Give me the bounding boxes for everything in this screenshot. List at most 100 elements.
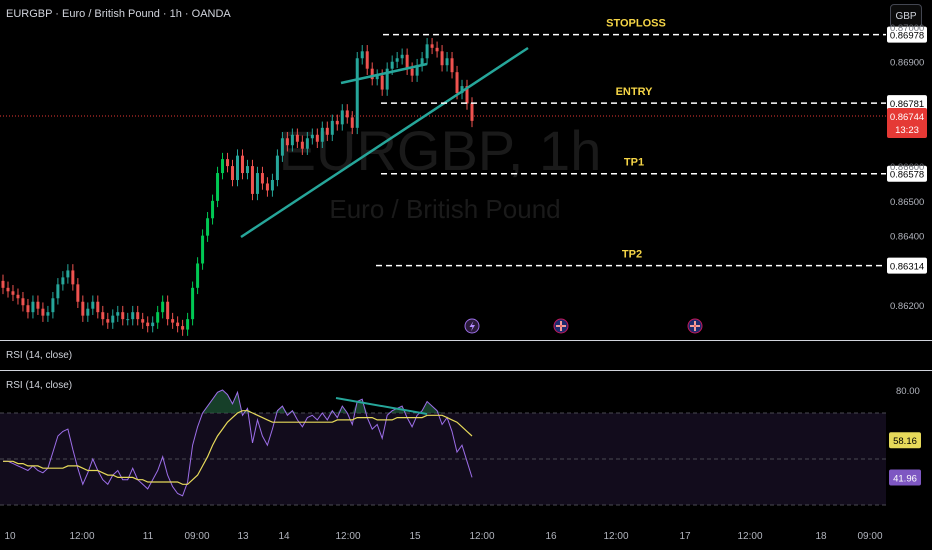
candle (440, 51, 444, 66)
candle (470, 103, 474, 121)
candle (146, 322, 150, 327)
rsi-ma-value-text: 58.16 (893, 436, 917, 447)
candle (86, 308, 90, 316)
pane-separator[interactable] (0, 370, 932, 371)
candle (131, 312, 135, 320)
candle (76, 284, 80, 302)
candle (141, 319, 145, 323)
candle (250, 166, 254, 194)
price-axis: 0.86900 0.86500 0.86400 0.86200 0.87000 0.866… (889, 23, 924, 486)
y-tick-label: 0.86900 (890, 58, 924, 69)
level-price-tag (887, 257, 927, 274)
trendline-top (340, 62, 428, 85)
candle (66, 270, 70, 278)
candle (285, 138, 289, 146)
y-tick-label-partial: 0.86600 (890, 162, 924, 173)
candle (121, 312, 125, 320)
candle (240, 155, 244, 174)
candle (365, 51, 369, 69)
candle (106, 319, 110, 323)
candle (91, 301, 95, 309)
candle (255, 173, 259, 194)
uk-flag-event-icon (687, 318, 703, 334)
candle (450, 58, 454, 73)
y-tick-label-partial: 0.87000 (890, 23, 924, 34)
candle (151, 322, 155, 327)
candle (345, 110, 349, 118)
pane-separator[interactable] (0, 340, 932, 341)
candle (400, 54, 404, 59)
candle (360, 51, 364, 59)
candle (111, 315, 115, 323)
rsi-value-text: 41.96 (893, 473, 917, 484)
level-price-tag (887, 95, 927, 112)
x-tick-label: 12:00 (737, 531, 762, 542)
candle (6, 287, 10, 292)
candle (31, 301, 35, 313)
candle (445, 58, 449, 66)
level-price-tag (887, 165, 927, 182)
rsi-pane-label-collapsed: RSI (14, close) (6, 350, 73, 361)
x-tick-label: 11 (143, 531, 154, 542)
chart-title: EURGBP · Euro / British Pound · 1h · OAN… (6, 8, 231, 20)
candle (56, 284, 60, 299)
candle (295, 134, 299, 142)
candle (415, 65, 419, 76)
candle (226, 159, 230, 167)
candle (161, 301, 165, 313)
candle (425, 44, 429, 59)
rsi-series (3, 389, 473, 497)
candle (300, 141, 304, 149)
x-tick-label: 09:00 (184, 531, 209, 542)
candle (166, 301, 170, 320)
y-tick-label: 0.86200 (890, 301, 924, 312)
last-price-text: 0.86744 (890, 112, 924, 123)
candles (1, 38, 474, 336)
candle (191, 287, 195, 320)
candle (270, 180, 274, 191)
candle (375, 75, 379, 80)
level-label: STOPLOSS (606, 18, 666, 30)
candle (101, 312, 105, 320)
x-tick-label: 09:00 (857, 531, 882, 542)
candle (116, 312, 120, 316)
candle (335, 120, 339, 125)
rsi-band (0, 412, 886, 506)
candle (315, 134, 319, 142)
candle (260, 173, 264, 184)
candle (380, 75, 384, 90)
candle (51, 298, 55, 313)
rsi-y-tick-label: 80.00 (896, 386, 920, 397)
uk-flag-event-icon (553, 318, 569, 334)
level-price-text: 0.86978 (890, 31, 924, 42)
candle (136, 312, 140, 320)
countdown-text: 13:23 (895, 125, 919, 136)
x-tick-label: 15 (409, 531, 421, 542)
rsi-value-tag (889, 469, 921, 486)
rsi-divergence-line (335, 397, 428, 415)
candle (41, 308, 45, 316)
candle (395, 58, 399, 62)
x-tick-label: 12:00 (603, 531, 628, 542)
flash-event-icon (464, 318, 480, 334)
candle (236, 155, 239, 180)
candle (231, 166, 235, 180)
candle (181, 326, 185, 330)
candle (420, 58, 424, 66)
rsi-ma-line (3, 410, 473, 485)
candle (310, 134, 314, 139)
trade-levels: STOPLOSS 0.86978 ENTRY 0.86781 TP1 0.86578 TP2… (376, 18, 927, 274)
x-tick-label: 16 (545, 531, 557, 542)
last-price-tag (887, 108, 927, 138)
x-tick-label: 13 (237, 531, 249, 542)
trendlines (240, 46, 529, 239)
trendline-support (240, 46, 529, 239)
candle (216, 173, 220, 201)
candle (11, 291, 15, 295)
candle (61, 277, 65, 285)
level-label: TP2 (622, 249, 642, 261)
candle (156, 312, 160, 323)
candle (245, 166, 249, 174)
x-tick-label: 18 (815, 531, 827, 542)
